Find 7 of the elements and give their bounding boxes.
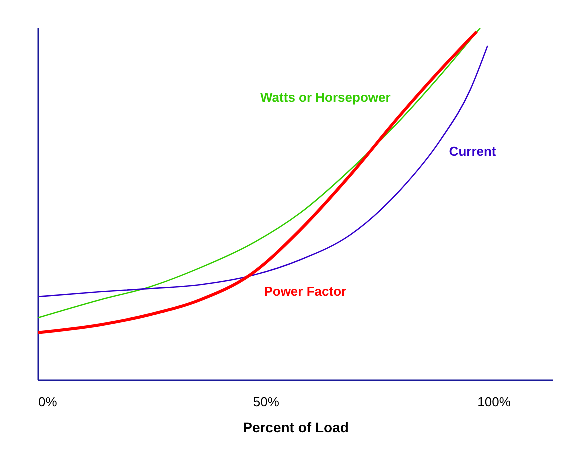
series-label: Power Factor — [264, 284, 347, 300]
x-tick-label: 100% — [478, 394, 512, 410]
x-tick-label: 50% — [253, 394, 280, 410]
x-axis-title: Percent of Load — [243, 420, 349, 436]
series-label: Watts or Horsepower — [260, 90, 391, 105]
x-tick-label: 0% — [38, 394, 58, 410]
series-label: Current — [449, 144, 497, 159]
